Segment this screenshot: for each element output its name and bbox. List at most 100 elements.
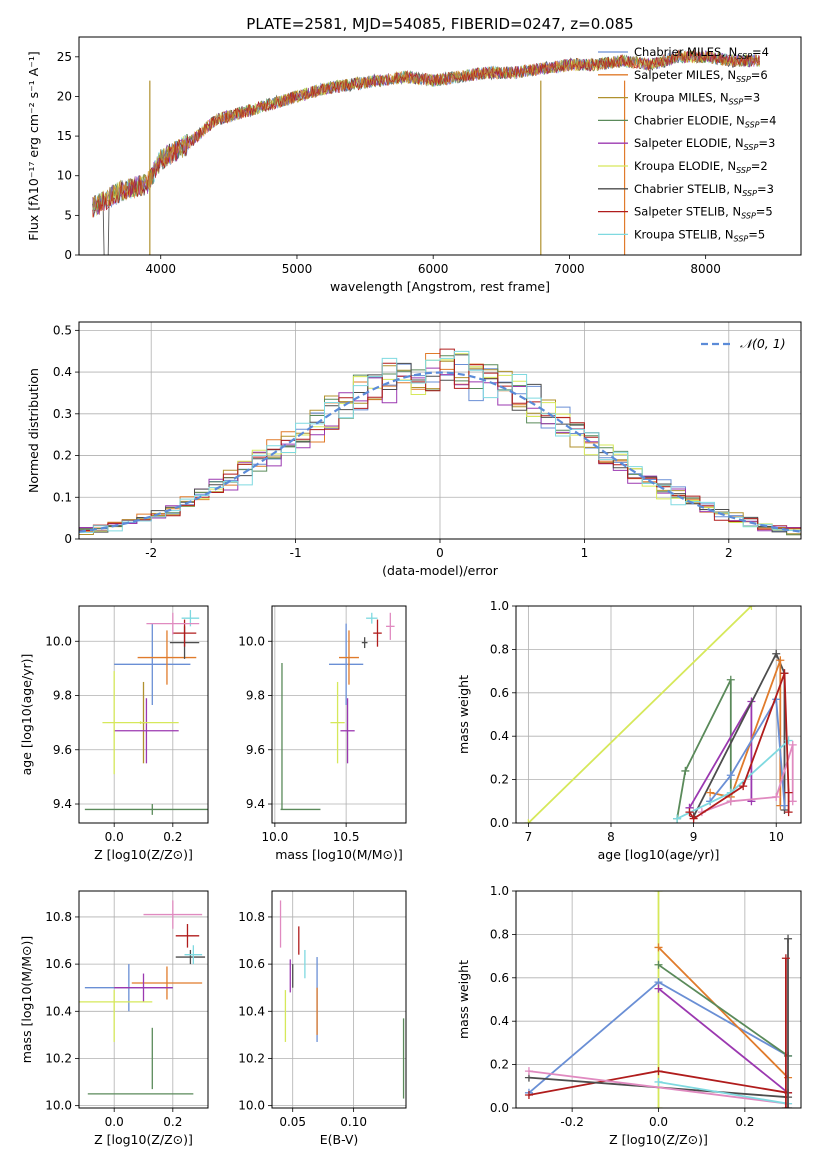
data-point [329,623,364,706]
spectrum-lines [92,49,761,255]
x-tick-label: 8 [607,830,615,844]
y-axis-label: mass weight [456,675,471,754]
legend-label: Salpeter ELODIE, NSSP=3 [634,136,775,152]
y-tick-label: 10.2 [45,1051,72,1065]
axes-frame [271,890,407,1109]
x-tick-label: 2 [725,546,733,560]
weight-marker [780,669,789,678]
axes-frame [515,605,802,824]
y-axis-label: mass weight [456,960,471,1039]
plot-massweight_vs_age: 7 8 9 10 0.0 0.2 0.4 0.6 0.8 1.0 age [log10(age/yr… [456,599,802,862]
x-axis-label: E(B-V) [320,1132,359,1147]
histogram-series [79,348,801,534]
weight-marker [747,606,756,610]
y-tick-label: 1.0 [490,884,509,898]
y-tick-label: 0.1 [53,490,72,504]
spectrum-line [92,49,760,211]
y-tick-label: 9.8 [246,689,265,703]
weight-marker [689,814,698,823]
weight-series [657,946,789,1079]
y-tick-label: 10.4 [45,1004,72,1018]
y-tick-label: 5 [64,208,72,222]
axes-frame [515,890,802,1109]
y-tick-label: 10.6 [238,957,265,971]
y-tick-label: 15 [57,129,72,143]
legend-label: 𝒩(0, 1) [740,336,786,351]
weight-series [657,987,789,1094]
x-tick-label: 0 [436,546,444,560]
data-point [184,945,203,965]
x-axis-label: Z [log10(Z/Z⊙)] [94,1132,193,1147]
y-tick-label: 9.8 [53,689,72,703]
weight-marker [673,814,682,823]
y-tick-label: 25 [57,50,72,64]
weight-marker [654,960,663,969]
y-tick-label: 10.0 [238,1099,265,1113]
x-tick-label: 0.05 [279,1115,306,1129]
y-tick-label: 0.3 [53,407,72,421]
weight-marker [726,771,735,780]
x-tick-label: 7 [525,830,533,844]
weight-marker [654,1077,663,1086]
axes-frame [78,321,802,540]
y-tick-label: 0.0 [490,816,509,830]
y-tick-label: 10.0 [45,634,72,648]
normal-curve [79,371,801,533]
data-point [361,637,368,649]
weight-series [657,964,789,1057]
y-tick-label: 0.8 [490,927,509,941]
x-tick-label: 0.0 [649,1115,668,1129]
legend-label: Kroupa MILES, NSSP=3 [634,91,760,107]
plot-age_vs_mass: 10.0 10.5 9.4 9.6 9.8 10.0 mass [log10(M/M⊙)] [238,605,407,862]
weight-marker [788,740,797,749]
spectrum-line [92,49,760,218]
y-tick-label: 10.4 [238,1004,265,1018]
y-tick-label: 0.4 [490,1014,509,1028]
legend-label: Salpeter MILES, NSSP=6 [634,68,768,84]
y-tick-label: 0.8 [490,642,509,656]
x-tick-label: -1 [290,546,302,560]
plot-age_vs_Z: 0.0 0.2 9.4 9.6 9.8 10.0 Z [log10(Z/Z⊙)] age [l… [19,605,209,862]
legend-label: Chabrier ELODIE, NSSP=4 [634,113,776,129]
x-tick-label: 0.0 [105,830,124,844]
data-point [114,973,173,1002]
x-axis-label: mass [log10(M/M⊙)] [275,847,403,862]
y-tick-label: 10.8 [45,910,72,924]
legend-label: Chabrier MILES, NSSP=4 [634,45,769,61]
data-point [175,949,206,965]
y-tick-label: 0.4 [53,365,72,379]
weight-marker [524,819,533,823]
y-axis-label: mass [log10(M/M⊙)] [19,936,34,1064]
data-point [114,698,179,764]
weight-series [527,606,753,823]
data-point [339,630,359,685]
x-tick-label: 0.2 [735,1115,754,1129]
y-tick-label: 10.8 [238,910,265,924]
x-tick-label: 4000 [145,262,176,276]
legend-label: Chabrier STELIB, NSSP=3 [634,182,774,198]
y-tick-label: 9.6 [53,743,72,757]
weight-marker [784,1104,793,1108]
weight-marker [739,782,748,791]
x-tick-label: -2 [145,546,157,560]
weight-marker [726,675,735,684]
x-tick-label: 6000 [418,262,449,276]
y-tick-label: 9.4 [246,797,265,811]
errorbars [79,900,206,1095]
weight-marker [524,1067,533,1076]
plot-mass_vs_ebv: 0.05 0.10 10.0 10.2 10.4 10.6 10.8 E(B-V) [238,890,407,1147]
data-point [102,721,179,724]
x-tick-label: 5000 [282,262,313,276]
x-tick-label: 10.0 [261,830,288,844]
weight-marker [706,788,715,797]
plot-residuals: -2 -1 0 1 2 0 0.1 0.2 0.3 0.4 0.5 (data-model)/erro… [26,321,802,578]
data-point [131,966,203,1000]
weight-series [709,659,782,806]
y-tick-label: 10.0 [238,634,265,648]
weight-series [709,696,786,806]
errorbars [279,900,405,1099]
weight-lines [524,606,797,823]
y-tick-label: 0.2 [53,449,72,463]
x-tick-label: 10 [769,830,784,844]
